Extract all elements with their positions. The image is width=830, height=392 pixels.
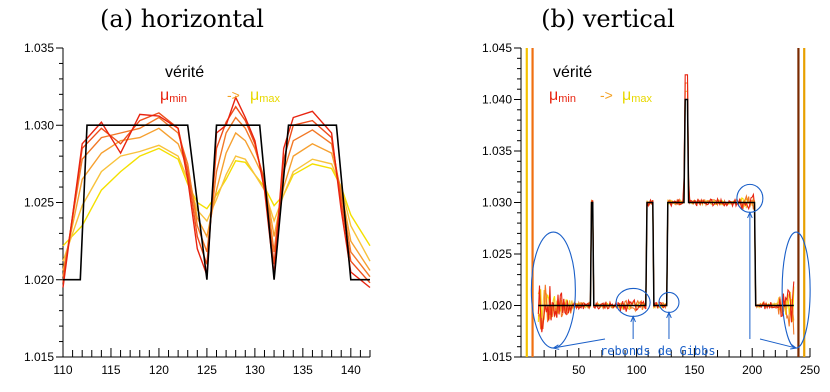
legend-a-truth: vérité [165, 64, 204, 81]
legend-b-truth: vérité [553, 64, 592, 81]
series-line [62, 147, 371, 247]
legend-b-mu-max: μmax [622, 87, 652, 105]
x-tick-label: 115 [101, 363, 120, 377]
panel-b: (b) vertical 1.0151.0201.0251.0301.0351.… [482, 5, 820, 377]
panel-a-series [62, 95, 371, 289]
x-tick-label: 125 [197, 363, 217, 377]
series-line [62, 127, 371, 271]
panel-a-legend: vérité μmin -> μmax [160, 64, 280, 105]
panel-a-axes: 1.015 1.020 1.025 1.030 1.035 110 115 120 125 130… [24, 41, 371, 377]
y-tick-label: 1.035 [482, 144, 512, 158]
panel-a-title: (a) horizontal [100, 5, 264, 33]
panel-a: (a) horizontal 1.015 1.020 1.025 1.030 1.035… [24, 5, 371, 377]
x-tick-label: 110 [53, 363, 72, 377]
gibbs-ellipse [530, 231, 576, 349]
series-line [62, 144, 371, 262]
legend-b-mu-max-symbol: μ [622, 87, 631, 104]
panel-b-title: (b) vertical [541, 5, 675, 33]
y-tick-label: 1.015 [24, 350, 54, 364]
gibbs-arrowhead [630, 315, 636, 323]
x-tick-label: 150 [684, 363, 704, 377]
panel-b-series [525, 48, 806, 357]
y-tick-label: 1.040 [482, 93, 512, 107]
legend-a-mu-max: μmax [250, 87, 280, 105]
y-tick-label: 1.035 [24, 41, 54, 55]
series-line [62, 95, 371, 289]
y-tick-label: 1.020 [482, 299, 512, 313]
x-tick-label: 130 [245, 363, 265, 377]
legend-a-max-sub: max [259, 93, 280, 105]
legend-b-min-sub: min [558, 93, 576, 105]
legend-b-mu-min: μmin [549, 87, 576, 105]
x-tick-label: 250 [800, 363, 820, 377]
x-tick-label: 120 [149, 363, 169, 377]
x-tick-label: 100 [627, 363, 647, 377]
gibbs-arrowhead [552, 344, 560, 350]
legend-b-arrow: -> [600, 87, 613, 103]
panel-b-axes: 1.015 1.020 1.025 1.030 1.035 1.040 1.045 50 100… [482, 41, 820, 377]
gibbs-arrow [553, 338, 606, 349]
legend-b-max-sub: max [631, 93, 652, 105]
x-tick-label: 140 [341, 363, 361, 377]
x-tick-label: 135 [293, 363, 313, 377]
legend-b-mu-min-symbol: μ [549, 87, 558, 104]
gibbs-annotation-label: rebonds de Gibbs [600, 344, 716, 358]
legend-a-mu-min-symbol: μ [160, 87, 169, 104]
legend-a-mu-min: μmin [160, 87, 187, 105]
gibbs-arrowhead [747, 211, 753, 219]
panel-b-legend: vérité μmin -> μmax [549, 64, 652, 105]
gibbs-arrowhead [790, 344, 798, 350]
y-tick-label: 1.025 [482, 247, 512, 261]
y-tick-label: 1.025 [24, 196, 54, 210]
y-tick-label: 1.030 [482, 196, 512, 210]
gibbs-ellipse [781, 231, 811, 349]
y-tick-label: 1.030 [24, 118, 54, 132]
truth-line [538, 98, 794, 307]
y-tick-label: 1.020 [24, 273, 54, 287]
legend-a-min-sub: min [169, 93, 187, 105]
x-tick-label: 200 [742, 363, 762, 377]
gibbs-arrow [759, 338, 797, 349]
x-tick-label: 50 [572, 363, 586, 377]
legend-a-arrow: -> [227, 87, 240, 103]
panel-b-annotation: rebonds de Gibbs [530, 183, 811, 358]
legend-a-mu-max-symbol: μ [250, 87, 259, 104]
gibbs-arrowhead [666, 311, 672, 319]
y-tick-label: 1.015 [482, 350, 512, 364]
y-tick-label: 1.045 [482, 41, 512, 55]
truth-line [63, 124, 370, 281]
